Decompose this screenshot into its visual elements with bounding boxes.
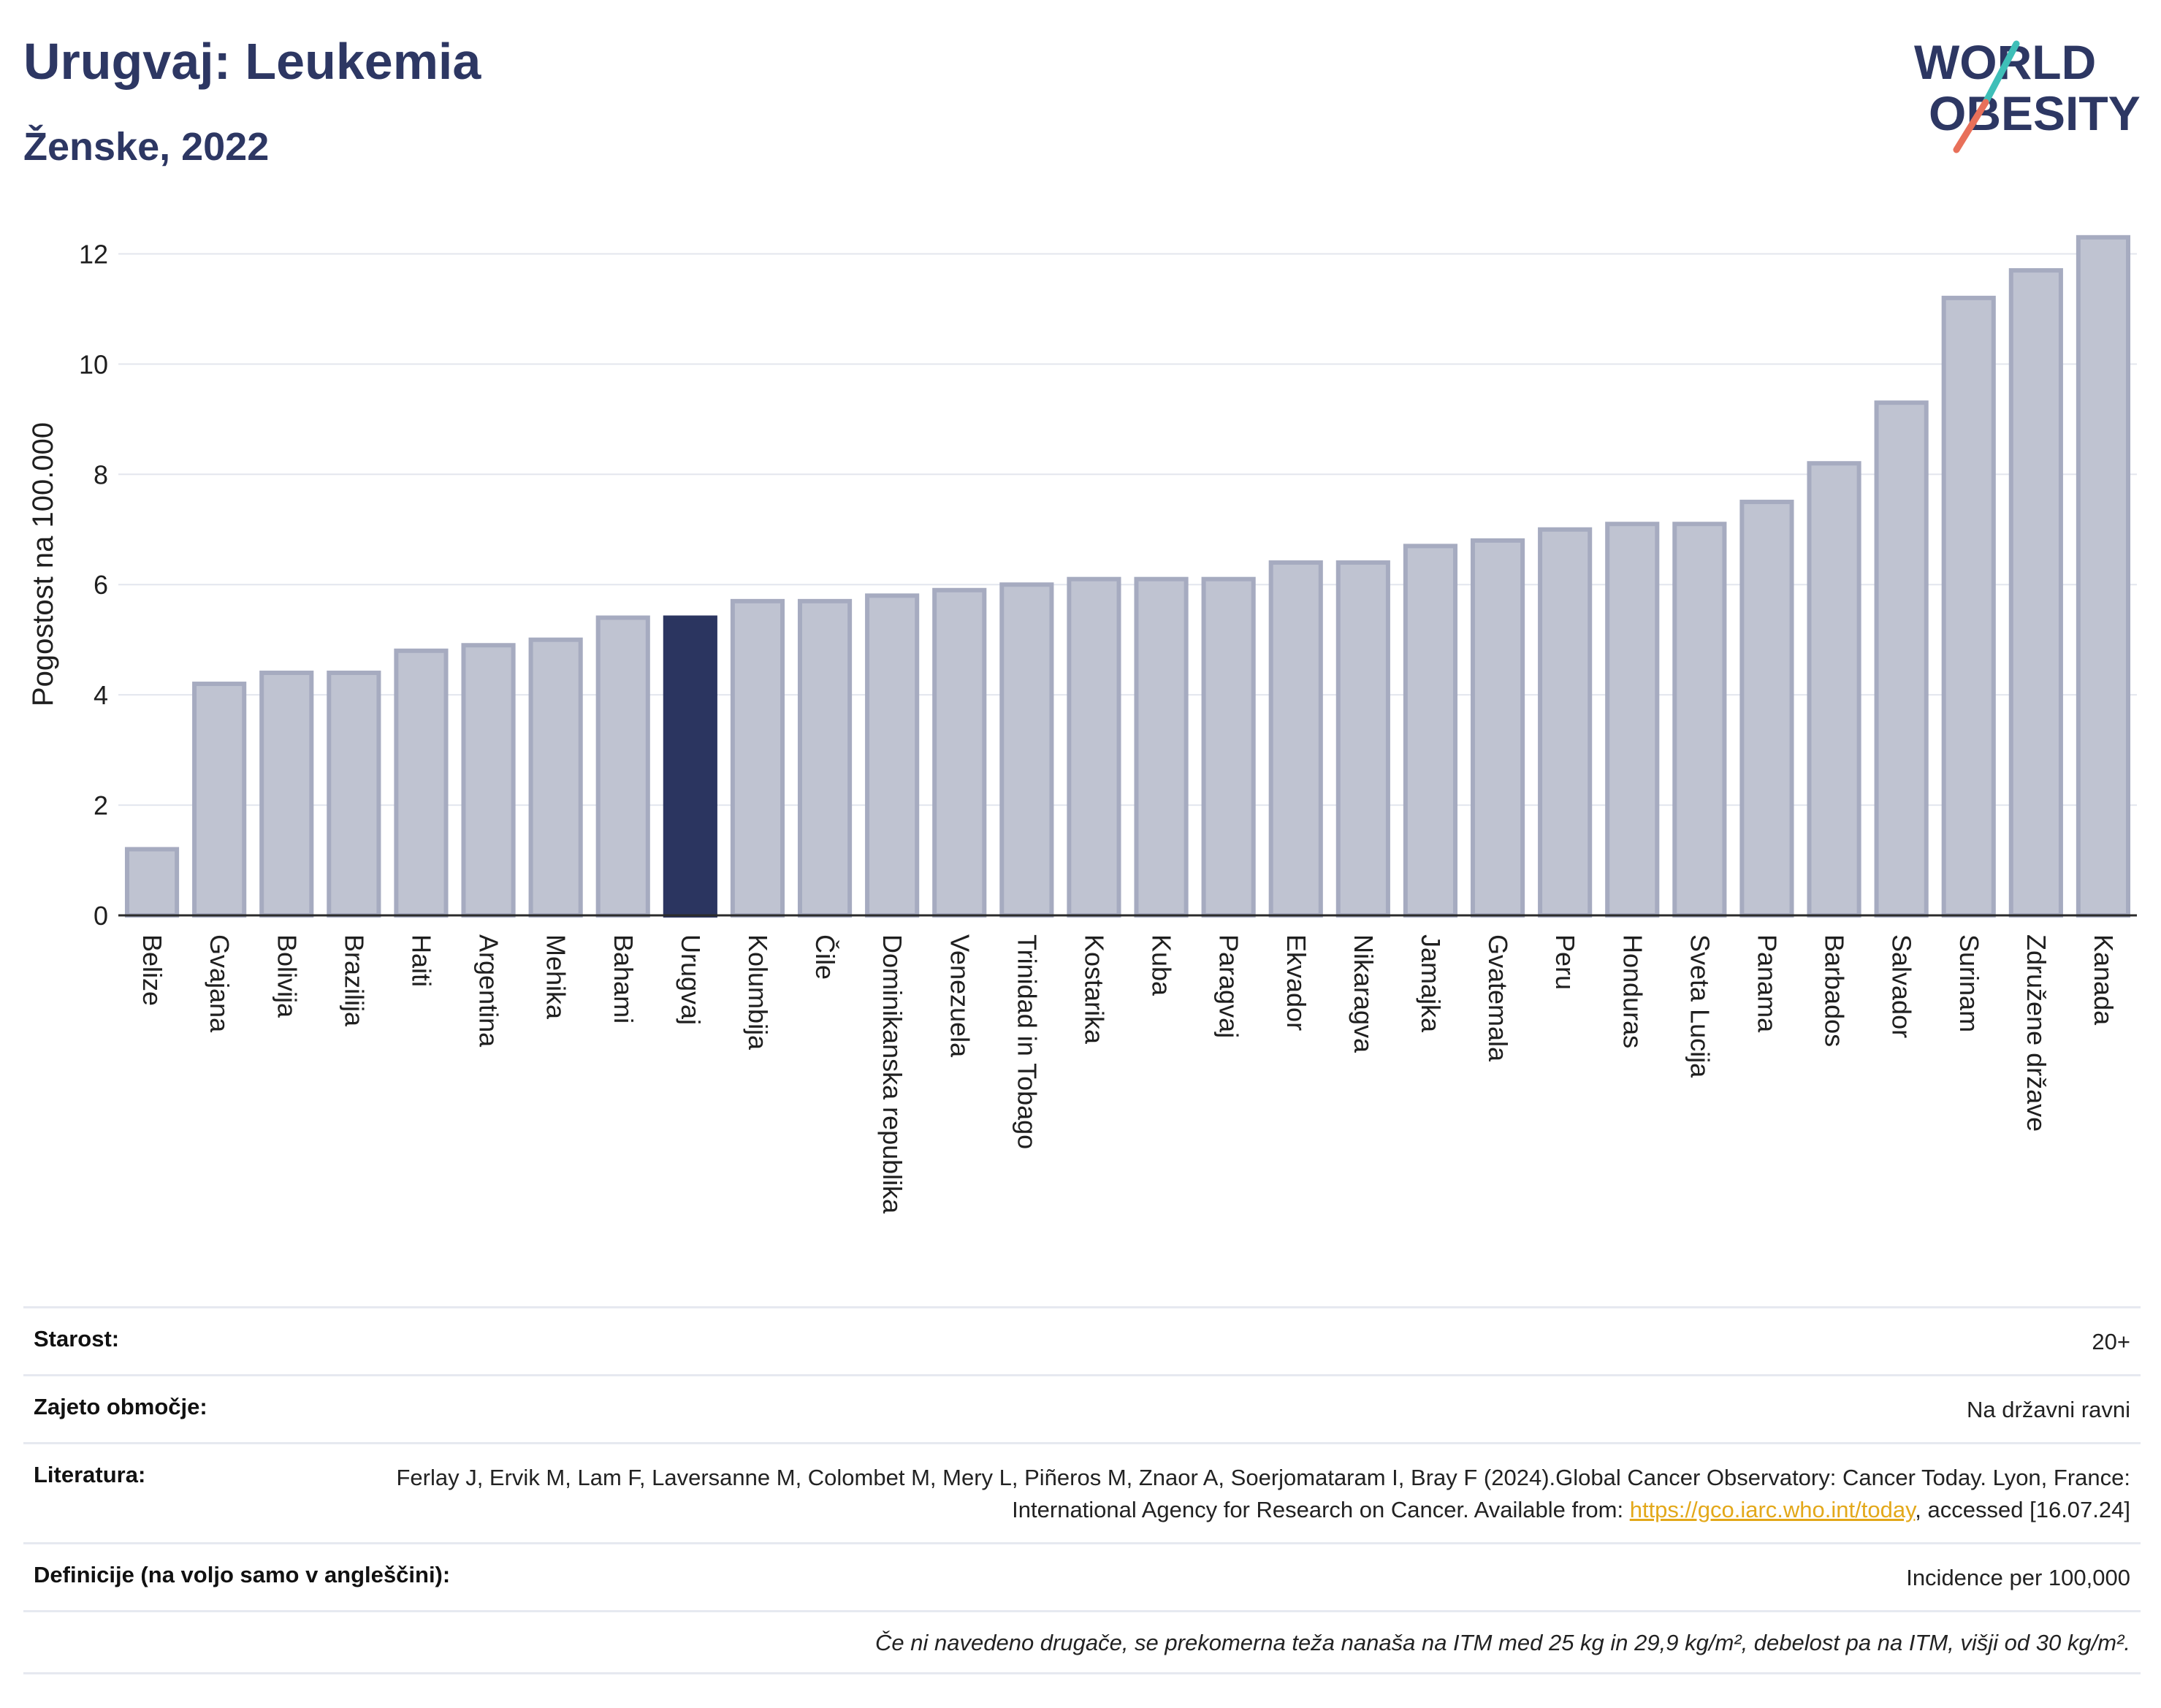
- meta-row-coverage: Zajeto območje: Na državni ravni: [23, 1374, 2141, 1442]
- age-value: 20+: [2092, 1329, 2130, 1354]
- y-tick-label: 12: [79, 239, 108, 269]
- bar-združene-države: [2008, 268, 2063, 918]
- meta-row-definitions: Definicije (na voljo samo v angleščini):…: [23, 1542, 2141, 1610]
- bar-salvador: [1874, 400, 1929, 918]
- definitions-value: Incidence per 100,000: [1906, 1565, 2130, 1590]
- x-tick-label: Honduras: [1617, 934, 1647, 1048]
- x-tick-label: Čile: [810, 934, 840, 980]
- x-tick-label: Haiti: [406, 934, 436, 987]
- meta-row-reference: Literatura: Ferlay J, Ervik M, Lam F, La…: [23, 1442, 2141, 1542]
- x-tick-label: Mehika: [541, 934, 571, 1020]
- x-tick-label: Trinidad in Tobago: [1012, 934, 1042, 1149]
- bar-argentina: [461, 643, 516, 918]
- x-tick-label: Kostarika: [1079, 934, 1109, 1045]
- x-tick-label: Panama: [1752, 934, 1782, 1033]
- bar-surinam: [1941, 295, 1996, 918]
- bar-trinidad-in-tobago: [999, 582, 1054, 918]
- bar-haiti: [394, 648, 449, 918]
- bar-honduras: [1605, 522, 1660, 918]
- x-tick-label: Surinam: [1954, 934, 1984, 1032]
- category-labels: Belize Gvajana Bolivija Brazilija Haiti Argen…: [137, 934, 2119, 1214]
- bar-gvatemala: [1470, 538, 1525, 918]
- bar-bahami: [595, 615, 650, 918]
- reference-link[interactable]: https://gco.iarc.who.int/today: [1629, 1497, 1916, 1522]
- reference-text: Ferlay J, Ervik M, Lam F, Laversanne M, …: [396, 1465, 2130, 1522]
- x-tick-label: Nikaragva: [1349, 934, 1379, 1053]
- bar-dominikanska-republika: [865, 593, 920, 918]
- obesity-definition-note: Če ni navedeno drugače, se prekomerna te…: [875, 1630, 2130, 1655]
- bar-kuba: [1134, 576, 1189, 918]
- bar-ekvador: [1268, 560, 1323, 918]
- y-tick-label: 4: [94, 680, 108, 710]
- y-tick-label: 2: [94, 790, 108, 820]
- definitions-label: Definicije (na voljo samo v angleščini):: [34, 1562, 451, 1587]
- y-tick-label: 6: [94, 570, 108, 600]
- x-tick-label: Salvador: [1887, 934, 1917, 1038]
- x-tick-label: Dominikanska republika: [877, 934, 907, 1214]
- y-tick-label: 0: [94, 901, 108, 931]
- x-tick-label: Kuba: [1147, 934, 1177, 996]
- bars: [124, 235, 2131, 918]
- y-ticks: 0 2 4 6 8 10 12: [79, 239, 108, 931]
- logo-word-obesity: OBESITY: [1929, 86, 2141, 140]
- x-tick-label: Paragvaj: [1214, 934, 1244, 1038]
- bar-bolivija: [259, 670, 314, 918]
- bar-panama: [1739, 500, 1794, 918]
- bar-paragvaj: [1201, 576, 1256, 918]
- x-tick-label: Kolumbija: [743, 934, 773, 1051]
- bar-mehika: [528, 637, 583, 918]
- x-tick-label: Gvajana: [205, 934, 235, 1033]
- bar-barbados: [1807, 461, 1861, 918]
- bar-urugvaj: [663, 615, 717, 918]
- bar-kostarika: [1067, 576, 1121, 918]
- meta-row-age: Starost: 20+: [23, 1306, 2141, 1374]
- bar-kolumbija: [730, 598, 785, 918]
- x-tick-label: Ekvador: [1281, 934, 1311, 1031]
- meta-row-note: Če ni navedeno drugače, se prekomerna te…: [23, 1610, 2141, 1674]
- bar-nikaragva: [1335, 560, 1390, 918]
- chart-title: Urugvaj: Leukemia: [23, 33, 481, 90]
- gridlines: [118, 253, 2137, 807]
- x-tick-label: Argentina: [474, 934, 504, 1048]
- y-axis-label: Pogostost na 100.000: [27, 422, 59, 706]
- x-tick-label: Sveta Lucija: [1685, 934, 1715, 1078]
- reference-value: Ferlay J, Ervik M, Lam F, Laversanne M, …: [377, 1462, 2130, 1526]
- reference-tail: , accessed [16.07.24]: [1915, 1497, 2130, 1522]
- logo-slash-teal: [1982, 40, 2020, 106]
- bar-sveta-lucija: [1672, 522, 1727, 918]
- x-tick-label: Gvatemala: [1483, 934, 1513, 1062]
- x-tick-label: Kanada: [2089, 934, 2119, 1026]
- x-tick-label: Peru: [1550, 934, 1580, 990]
- x-tick-label: Jamajka: [1416, 934, 1446, 1033]
- chart-subtitle: Ženske, 2022: [23, 125, 270, 169]
- bar-brazilija: [327, 670, 381, 918]
- x-tick-label: Barbados: [1820, 934, 1850, 1047]
- bar-peru: [1538, 527, 1593, 918]
- x-tick-label: Venezuela: [945, 934, 975, 1058]
- bar-kanada: [2076, 235, 2131, 918]
- x-tick-label: Urugvaj: [676, 934, 706, 1025]
- x-tick-label: Brazilija: [339, 934, 369, 1027]
- bar-gvajana: [192, 682, 247, 918]
- bar-belize: [124, 847, 180, 918]
- age-label: Starost:: [34, 1326, 120, 1351]
- bar-chart: 0 2 4 6 8 10 12 Belize Gvajana Bolivija Brazilija…: [27, 235, 2137, 1214]
- bar-venezuela: [932, 587, 987, 918]
- coverage-value: Na državni ravni: [1967, 1397, 2130, 1422]
- world-obesity-logo: WORLD OBESITY: [1914, 35, 2141, 153]
- bar-jamajka: [1403, 544, 1458, 918]
- x-tick-label: Belize: [137, 934, 167, 1006]
- logo-slash-coral: [1953, 99, 1989, 153]
- bar-čile: [797, 598, 853, 918]
- y-tick-label: 10: [79, 349, 108, 379]
- y-tick-label: 8: [94, 460, 108, 489]
- x-tick-label: Bahami: [609, 934, 639, 1023]
- metadata-table: Starost: 20+ Zajeto območje: Na državni …: [23, 1306, 2141, 1674]
- x-tick-label: Bolivija: [272, 934, 302, 1018]
- x-tick-label: Združene države: [2021, 934, 2051, 1132]
- coverage-label: Zajeto območje:: [34, 1394, 207, 1419]
- reference-label: Literatura:: [34, 1462, 146, 1487]
